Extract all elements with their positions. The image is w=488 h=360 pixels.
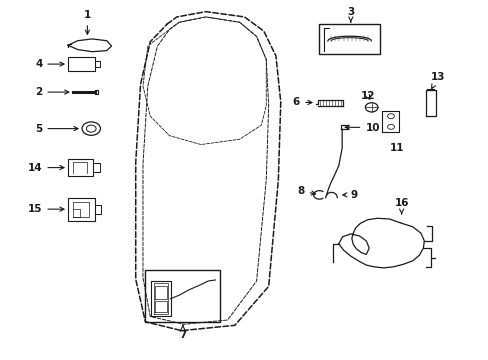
- Bar: [68, 159, 93, 176]
- Text: 7: 7: [179, 329, 186, 339]
- Text: 10: 10: [345, 122, 379, 132]
- Text: 4: 4: [35, 59, 64, 69]
- Text: 3: 3: [346, 6, 354, 22]
- Text: 8: 8: [297, 186, 315, 195]
- Bar: [145, 270, 220, 322]
- Text: 11: 11: [389, 144, 403, 153]
- Text: 2: 2: [35, 87, 69, 97]
- Text: 12: 12: [360, 91, 374, 101]
- Bar: [68, 57, 95, 71]
- Bar: [319, 24, 379, 54]
- Text: 16: 16: [393, 198, 408, 214]
- Text: 5: 5: [35, 123, 78, 134]
- Text: 15: 15: [28, 204, 64, 214]
- Text: 9: 9: [342, 190, 357, 200]
- Text: 6: 6: [292, 97, 311, 107]
- Text: 1: 1: [83, 10, 91, 34]
- Text: 14: 14: [28, 163, 64, 172]
- Text: 13: 13: [430, 72, 444, 89]
- Bar: [68, 198, 95, 221]
